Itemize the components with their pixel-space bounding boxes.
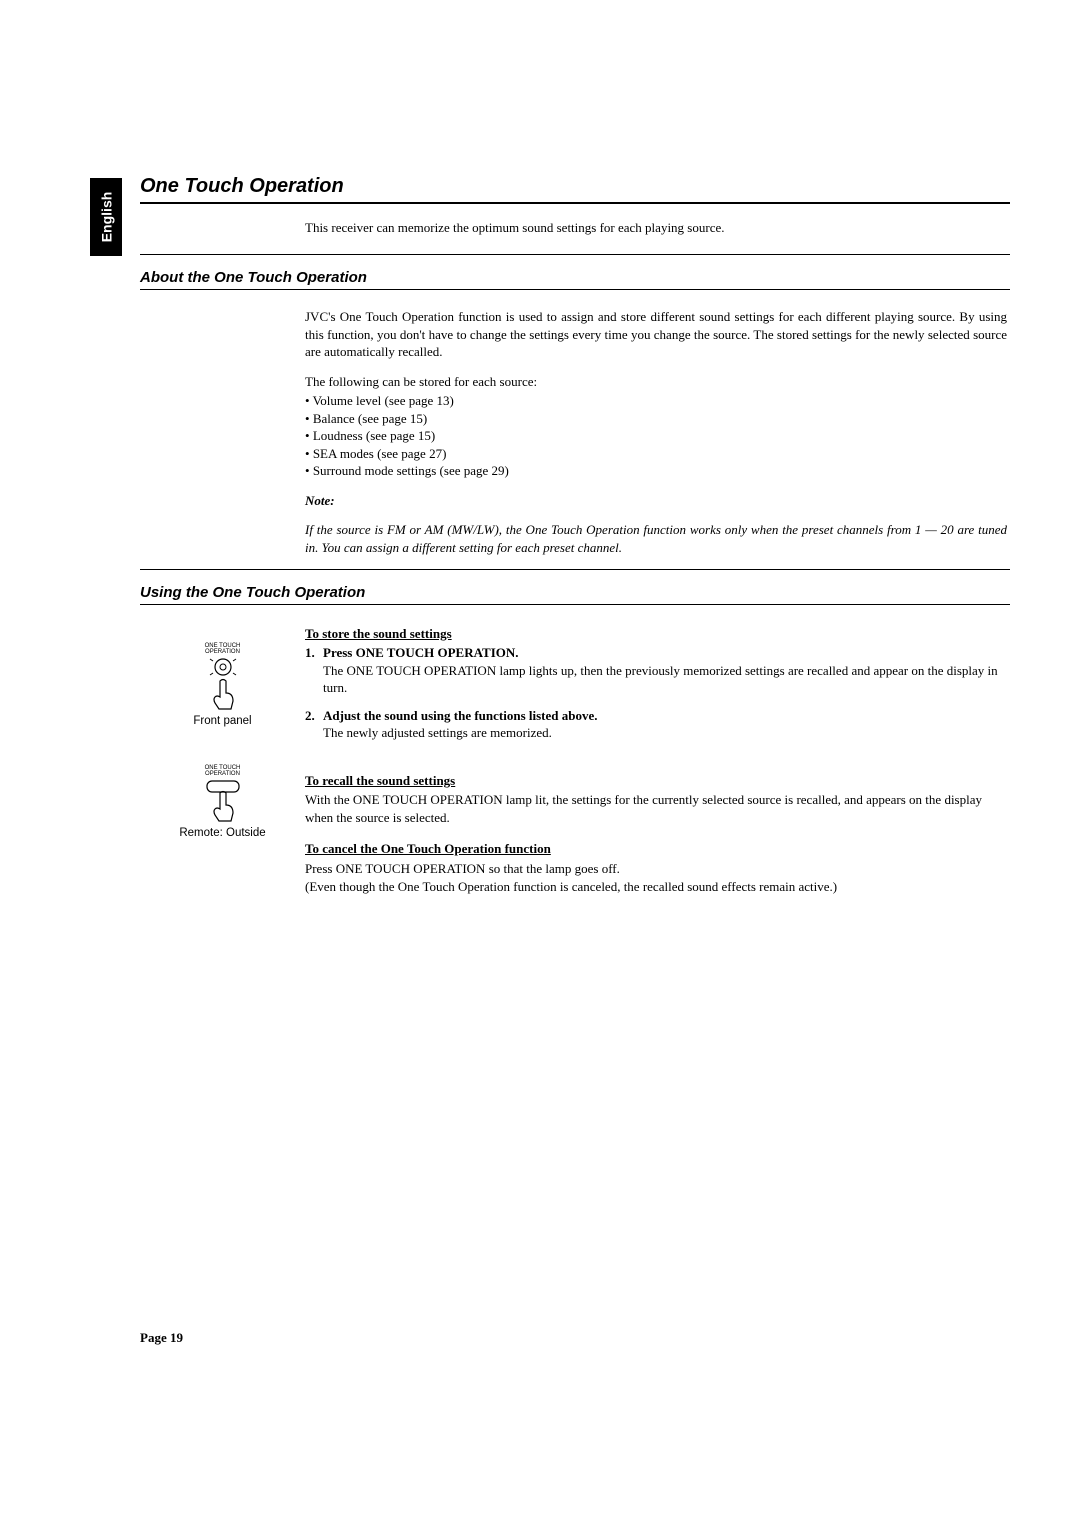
note-text: If the source is FM or AM (MW/LW), the O… xyxy=(305,521,1007,556)
list-item: Loudness (see page 15) xyxy=(305,427,1007,445)
about-body: JVC's One Touch Operation function is us… xyxy=(305,308,1007,557)
caption-front: Front panel xyxy=(193,715,251,727)
using-columns: ONE TOUCHOPERATION Front panel ONE TOUCH… xyxy=(140,625,1010,896)
icon-label-front: ONE TOUCHOPERATION xyxy=(205,643,241,655)
cancel-body1: Press ONE TOUCH OPERATION so that the la… xyxy=(305,860,1010,878)
recall-heading: To recall the sound settings xyxy=(305,772,1010,790)
cancel-body2: (Even though the One Touch Operation fun… xyxy=(305,878,1010,896)
store-heading: To store the sound settings xyxy=(305,625,1010,643)
intro-text: This receiver can memorize the optimum s… xyxy=(305,220,995,236)
list-item: Surround mode settings (see page 29) xyxy=(305,462,1007,480)
section-rule-bottom-2 xyxy=(140,604,1010,605)
about-list: Volume level (see page 13) Balance (see … xyxy=(305,392,1007,480)
language-tab: English xyxy=(90,178,122,256)
step-2: 2. Adjust the sound using the functions … xyxy=(305,707,1010,742)
about-para1: JVC's One Touch Operation function is us… xyxy=(305,308,1007,361)
section-heading-about: About the One Touch Operation xyxy=(140,269,1010,286)
front-panel-icon-wrap: ONE TOUCHOPERATION Front panel xyxy=(140,643,305,727)
language-label: English xyxy=(98,192,114,243)
note-label: Note: xyxy=(305,492,1007,510)
section-rule-top-1 xyxy=(140,254,1010,255)
icon-label-remote: ONE TOUCHOPERATION xyxy=(205,765,241,777)
section-rule-top-2 xyxy=(140,569,1010,570)
step1-title: Press ONE TOUCH OPERATION. xyxy=(323,645,519,660)
step-1: 1. Press ONE TOUCH OPERATION. The ONE TO… xyxy=(305,644,1010,697)
list-item: SEA modes (see page 27) xyxy=(305,445,1007,463)
step2-title: Adjust the sound using the functions lis… xyxy=(323,708,598,723)
step1-body: The ONE TOUCH OPERATION lamp lights up, … xyxy=(323,663,998,696)
section-rule-bottom-1 xyxy=(140,289,1010,290)
step-number: 1. xyxy=(305,644,323,697)
list-item: Volume level (see page 13) xyxy=(305,392,1007,410)
right-column: To store the sound settings 1. Press ONE… xyxy=(305,625,1010,896)
page-title: One Touch Operation xyxy=(140,175,1010,198)
page-content: One Touch Operation This receiver can me… xyxy=(140,175,1010,895)
page-number: Page 19 xyxy=(140,1330,183,1346)
remote-button-icon xyxy=(201,779,245,823)
caption-remote: Remote: Outside xyxy=(179,827,265,839)
step-number: 2. xyxy=(305,707,323,742)
front-panel-button-icon xyxy=(203,657,243,711)
left-column: ONE TOUCHOPERATION Front panel ONE TOUCH… xyxy=(140,625,305,896)
cancel-heading: To cancel the One Touch Operation functi… xyxy=(305,840,1010,858)
remote-icon-wrap: ONE TOUCHOPERATION Remote: Outside xyxy=(140,765,305,839)
section-heading-using: Using the One Touch Operation xyxy=(140,584,1010,601)
recall-body: With the ONE TOUCH OPERATION lamp lit, t… xyxy=(305,791,1010,826)
list-item: Balance (see page 15) xyxy=(305,410,1007,428)
title-rule xyxy=(140,202,1010,204)
about-list-intro: The following can be stored for each sou… xyxy=(305,373,1007,391)
step2-body: The newly adjusted settings are memorize… xyxy=(323,725,552,740)
